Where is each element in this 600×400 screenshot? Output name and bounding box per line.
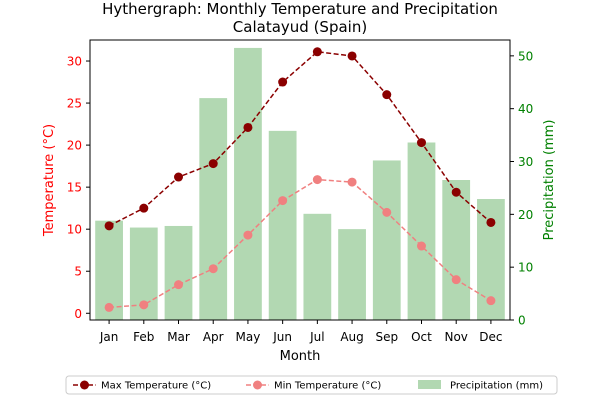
min-temperature-point-nov [451, 275, 461, 285]
max-temperature-point-jan [104, 221, 114, 231]
min-temperature-point-may [243, 230, 253, 240]
min-temperature-point-apr [208, 264, 218, 274]
x-tick-label-apr: Apr [203, 330, 224, 344]
x-tick-label-mar: Mar [167, 330, 190, 344]
right-tick-label-30: 30 [518, 155, 533, 169]
min-temperature-point-jun [278, 196, 288, 206]
max-temperature-point-sep [382, 90, 392, 100]
x-axis-label: Month [280, 349, 321, 364]
max-temperature-point-oct [416, 138, 426, 148]
x-tick-label-jan: Jan [99, 330, 119, 344]
left-tick-label-5: 5 [74, 265, 82, 279]
chart-title-line1: Hythergraph: Monthly Temperature and Pre… [102, 0, 498, 18]
precipitation-bar-mar [164, 225, 193, 320]
min-temperature-point-sep [382, 207, 392, 217]
precipitation-bar-jul [303, 213, 332, 320]
min-temperature-point-jul [312, 175, 322, 185]
max-temperature-line [108, 50, 492, 227]
right-tick-label-20: 20 [518, 208, 533, 222]
left-tick-label-15: 15 [67, 181, 82, 195]
left-tick-label-20: 20 [67, 139, 82, 153]
precipitation-bar-nov [442, 180, 471, 320]
precipitation-bar-apr [199, 98, 228, 320]
min-temperature-point-mar [174, 280, 184, 290]
precipitation-bar-oct [407, 142, 436, 320]
x-tick-label-nov: Nov [444, 330, 467, 344]
left-tick-label-10: 10 [67, 223, 82, 237]
max-temperature-point-jul [312, 47, 322, 57]
min-temperature-point-dec [486, 296, 496, 306]
x-tick-label-jul: Jul [309, 330, 324, 344]
legend-min-marker [253, 380, 262, 390]
legend-max-marker [80, 380, 89, 390]
x-tick-label-sep: Sep [375, 330, 398, 344]
precipitation-bar-aug [338, 229, 366, 320]
max-temperature-point-aug [347, 51, 357, 61]
precipitation-bar-may [234, 47, 262, 320]
min-temperature-point-aug [347, 177, 357, 187]
right-precipitation-axis: 0 10 20 30 40 50 [510, 49, 533, 328]
left-temperature-axis: 0 5 10 15 20 25 30 [67, 55, 90, 321]
max-temperature-point-jun [278, 77, 288, 87]
legend-min-label: Min Temperature (°C) [274, 381, 381, 392]
right-tick-label-0: 0 [518, 314, 526, 328]
legend-max-label: Max Temperature (°C) [101, 381, 211, 392]
max-temperature-point-may [243, 122, 253, 132]
legend: Max Temperature (°C) Min Temperature (°C… [65, 375, 558, 395]
plot-frame [89, 39, 511, 321]
legend-item-precipitation: Precipitation (mm) [418, 380, 543, 392]
min-temperature-point-feb [139, 300, 149, 310]
min-temperature-point-oct [416, 241, 426, 251]
precipitation-bars [95, 47, 505, 320]
max-temperature-point-apr [208, 159, 218, 169]
max-temperature-point-dec [486, 217, 496, 227]
x-tick-label-oct: Oct [411, 330, 432, 344]
left-tick-label-25: 25 [67, 97, 82, 111]
temperature-lines [104, 47, 496, 312]
right-axis-label: Precipitation (mm) [542, 120, 557, 241]
x-tick-label-jun: Jun [272, 330, 292, 344]
legend-precip-swatch [418, 380, 441, 389]
legend-item-min-temperature: Min Temperature (°C) [246, 380, 381, 392]
x-tick-label-may: May [236, 330, 261, 344]
max-temperature-point-feb [139, 203, 149, 213]
left-tick-label-30: 30 [67, 55, 82, 69]
right-tick-label-10: 10 [518, 261, 533, 275]
legend-precip-label: Precipitation (mm) [450, 381, 543, 392]
right-tick-label-50: 50 [518, 49, 533, 63]
max-temperature-point-mar [174, 172, 184, 182]
max-temperature-point-nov [451, 187, 461, 197]
x-tick-label-feb: Feb [133, 330, 154, 344]
month-axis: Jan Feb Mar Apr May Jun Jul Aug Sep Oct Nov Dec [99, 320, 503, 344]
x-tick-label-dec: Dec [479, 330, 502, 344]
legend-item-max-temperature: Max Temperature (°C) [73, 380, 211, 392]
precipitation-bar-sep [372, 160, 401, 320]
chart-title-line2: Calatayud (Spain) [233, 18, 367, 36]
left-tick-label-0: 0 [74, 307, 82, 321]
precipitation-bar-jun [268, 130, 297, 320]
min-temperature-line [109, 178, 492, 309]
min-temperature-point-jan [104, 302, 114, 312]
x-tick-label-aug: Aug [340, 330, 363, 344]
right-tick-label-40: 40 [518, 102, 533, 116]
left-axis-label: Temperature (°C) [42, 124, 57, 237]
